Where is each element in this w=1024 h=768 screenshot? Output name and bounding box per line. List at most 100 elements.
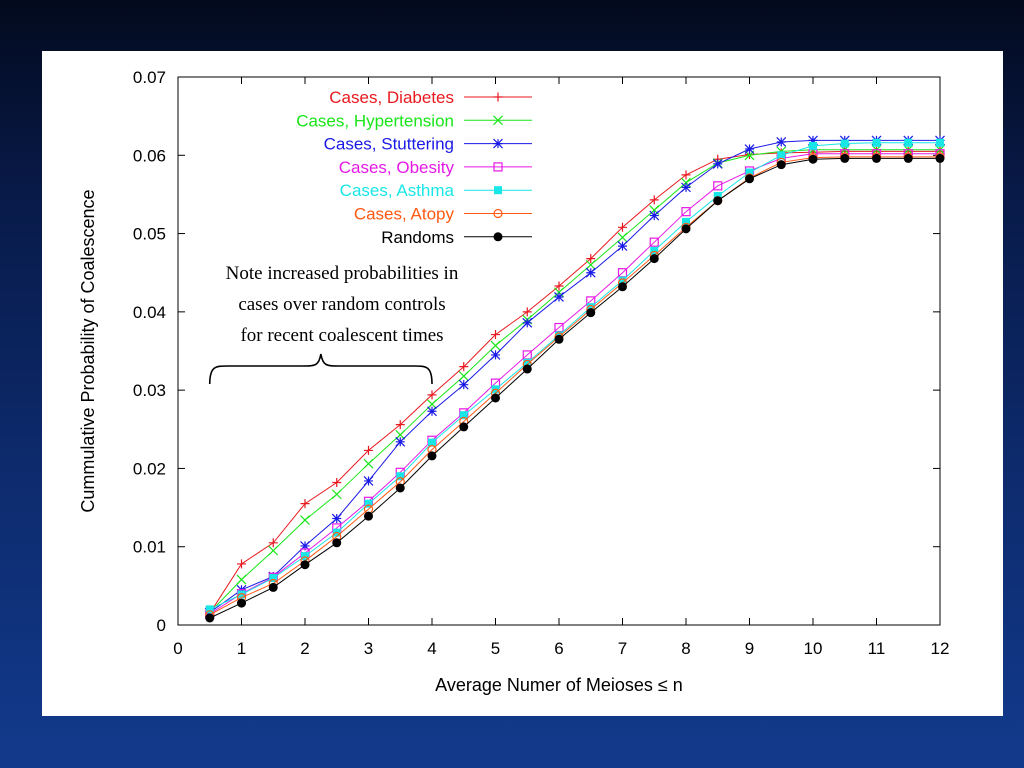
data-point — [458, 371, 469, 381]
series-line — [209, 149, 940, 613]
legend-entry: Cases, Obesity — [339, 158, 532, 177]
x-tick-label: 4 — [427, 639, 436, 658]
legend-marker — [493, 138, 503, 149]
data-point — [808, 154, 818, 164]
data-point — [650, 246, 659, 255]
data-point — [649, 237, 659, 247]
data-point — [777, 151, 786, 160]
data-point — [936, 138, 944, 147]
data-point — [395, 436, 406, 447]
data-point — [809, 141, 817, 150]
legend-entry: Cases, Atopy — [354, 205, 532, 224]
series-line — [209, 150, 940, 614]
data-point — [586, 303, 595, 312]
y-tick-label: 0.07 — [133, 68, 166, 87]
y-tick-label: 0.04 — [133, 303, 166, 322]
data-point — [745, 174, 754, 184]
data-point — [808, 135, 818, 146]
data-point — [301, 552, 309, 561]
legend-label: Cases, Obesity — [339, 158, 455, 177]
data-point — [618, 276, 627, 285]
data-point — [872, 153, 881, 163]
data-point — [745, 168, 754, 177]
data-point — [395, 483, 405, 493]
series-line — [209, 139, 940, 613]
axis-ticks: 0 1 2 3 4 5 6 7 8 9 10 11 1200.010.020.030.040.050.0… — [133, 68, 950, 658]
data-point — [268, 538, 278, 548]
y-tick-label: 0.06 — [133, 146, 166, 165]
series-line — [209, 157, 940, 619]
data-point — [586, 254, 596, 264]
x-tick-label: 11 — [868, 639, 886, 658]
x-tick-label: 9 — [745, 639, 754, 658]
data-point — [364, 511, 373, 521]
data-point — [681, 207, 691, 217]
data-point — [776, 137, 787, 147]
legend-marker — [493, 208, 503, 219]
data-point — [205, 613, 215, 623]
data-point — [300, 560, 310, 570]
data-point — [491, 330, 500, 340]
legend-entry: Cases, Diabetes — [329, 88, 532, 107]
data-point — [363, 458, 374, 469]
data-point — [585, 259, 596, 270]
series-line — [209, 153, 940, 615]
annotation-line-2: cases over random controls — [238, 294, 445, 315]
data-point — [554, 292, 564, 302]
x-tick-label: 2 — [300, 639, 309, 658]
data-point — [364, 499, 373, 508]
data-point — [459, 422, 469, 432]
data-point — [776, 160, 786, 170]
legend-entry: Randoms — [381, 228, 532, 247]
x-tick-label: 5 — [491, 639, 500, 658]
data-point — [840, 139, 849, 148]
data-point — [268, 582, 278, 592]
legend-label: Cases, Diabetes — [329, 88, 454, 107]
data-point — [331, 513, 342, 524]
legend-marker — [493, 115, 503, 126]
data-point — [903, 153, 913, 163]
legend: Cases, Diabetes Cases, Hypertension Cases,… — [296, 88, 532, 247]
data-point — [523, 358, 532, 367]
data-point — [649, 254, 659, 264]
legend-marker — [493, 232, 503, 242]
data-point — [332, 538, 342, 548]
series-6 — [205, 153, 945, 623]
data-point — [681, 182, 691, 193]
data-point — [459, 362, 469, 372]
data-point — [236, 574, 247, 585]
data-point — [427, 451, 437, 461]
data-point — [395, 429, 406, 440]
series-5 — [205, 152, 945, 620]
data-point — [872, 138, 881, 147]
data-point — [585, 267, 596, 278]
series-1 — [204, 144, 945, 618]
x-tick-label: 10 — [804, 639, 823, 658]
legend-label: Cases, Asthma — [340, 181, 455, 200]
data-point — [681, 224, 691, 234]
y-tick-label: 0 — [157, 616, 166, 635]
legend-label: Randoms — [381, 228, 454, 247]
data-point — [428, 438, 436, 447]
data-point — [840, 153, 850, 163]
x-tick-label: 3 — [364, 639, 373, 658]
data-point — [522, 364, 532, 374]
data-point — [427, 406, 437, 417]
x-tick-label: 0 — [173, 639, 182, 658]
data-point — [364, 445, 373, 455]
y-tick-label: 0.03 — [133, 381, 166, 400]
data-point — [522, 307, 532, 317]
series-4 — [205, 138, 944, 614]
annotation: Note increased probabilities in cases ov… — [208, 263, 459, 385]
data-point — [682, 217, 690, 226]
x-tick-label: 8 — [681, 639, 690, 658]
legend-entry: Cases, Stuttering — [324, 135, 532, 154]
data-point — [300, 515, 310, 526]
data-point — [649, 210, 660, 221]
y-tick-label: 0.02 — [133, 459, 166, 478]
data-point — [935, 153, 945, 163]
y-axis-title: Cummulative Probability of Coalescence — [78, 189, 98, 512]
data-point — [713, 191, 722, 200]
legend-label: Cases, Hypertension — [296, 111, 454, 130]
